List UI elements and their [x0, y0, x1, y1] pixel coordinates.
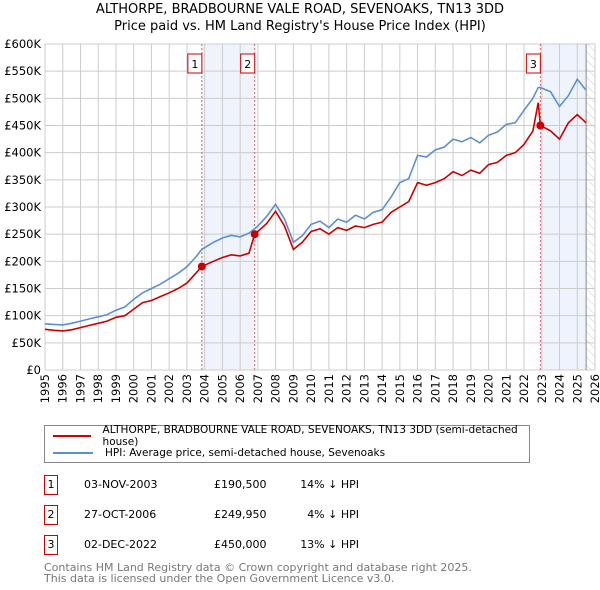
x-tick-label: 2019 — [464, 374, 478, 403]
y-tick-label: £150K — [4, 282, 41, 296]
sale-marker-badge: 3 — [44, 535, 58, 555]
x-tick-label: 2012 — [340, 374, 354, 403]
y-tick-label: £250K — [4, 227, 41, 241]
sale-point-3 — [536, 121, 545, 130]
x-tick-label: 1999 — [109, 374, 123, 403]
price-chart: £0 £50K £100K £150K £200K £250K £300K £350K £400… — [4, 37, 600, 403]
sale-row: 2 27-OCT-2006 £249,950 4% ↓ HPI — [44, 505, 444, 525]
sale-point-2 — [250, 230, 259, 239]
x-tick-label: 2008 — [269, 374, 283, 403]
legend-label-hpi: HPI: Average price, semi-detached house,… — [105, 447, 386, 459]
sale-label-3: 3 — [530, 58, 537, 71]
x-tick-label: 2016 — [411, 374, 425, 403]
hpi-line — [44, 77, 587, 326]
chart-title: ALTHORPE, BRADBOURNE VALE ROAD, SEVENOAK… — [95, 2, 505, 17]
sale-row: 3 02-DEC-2022 £450,000 13% ↓ HPI — [44, 535, 444, 555]
x-tick-label: 2025 — [570, 374, 584, 403]
sale-marker-badge: 2 — [44, 505, 58, 525]
y-tick-label: £450K — [4, 119, 41, 133]
sale-hpi-diff: 13% ↓ HPI — [300, 538, 359, 551]
y-tick-label: £200K — [4, 254, 41, 268]
sale-date: 27-OCT-2006 — [84, 508, 157, 521]
y-tick-label: £300K — [4, 200, 41, 214]
x-tick-label: 2023 — [535, 374, 549, 403]
x-tick-label: 2026 — [588, 374, 600, 403]
x-tick-label: 2020 — [482, 374, 496, 403]
legend-swatch-hpi — [53, 452, 93, 454]
x-tick-label: 2017 — [428, 374, 442, 403]
sale-row: 1 03-NOV-2003 £190,500 14% ↓ HPI — [44, 475, 444, 495]
y-tick-label: £600K — [4, 37, 41, 51]
x-tick-label: 2011 — [322, 374, 336, 403]
footer-copyright: Contains HM Land Registry data © Crown c… — [44, 561, 472, 574]
sale-price: £249,950 — [214, 508, 267, 521]
y-tick-label: £50K — [12, 336, 42, 350]
sale-date: 03-NOV-2003 — [84, 478, 158, 491]
legend-label-property: ALTHORPE, BRADBOURNE VALE ROAD, SEVENOAK… — [102, 424, 518, 448]
x-tick-label: 2013 — [357, 374, 371, 403]
x-tick-label: 2014 — [375, 374, 389, 403]
x-tick-label: 1997 — [73, 374, 87, 403]
property-price-line — [44, 102, 587, 332]
x-tick-label: 2006 — [233, 374, 247, 403]
y-tick-label: £400K — [4, 146, 41, 160]
sale-label-box-2 — [240, 53, 256, 74]
sale-hpi-diff: 4% ↓ HPI — [307, 508, 359, 521]
y-tick-label: £500K — [4, 91, 41, 105]
sale-label-2: 2 — [244, 58, 251, 71]
y-tick-label: £100K — [4, 309, 41, 323]
legend-swatch-property — [53, 435, 91, 437]
x-tick-label: 2001 — [144, 374, 158, 403]
x-tick-label: 2005 — [215, 374, 229, 403]
x-tick-label: 2000 — [127, 374, 141, 403]
footer-licence: This data is licensed under the Open Gov… — [44, 572, 395, 585]
x-tick-label: 2018 — [446, 374, 460, 403]
x-tick-label: 2004 — [198, 374, 212, 403]
x-tick-label: 2003 — [180, 374, 194, 403]
x-tick-label: 2015 — [393, 374, 407, 403]
sale-price: £450,000 — [214, 538, 267, 551]
x-tick-label: 2007 — [251, 374, 265, 403]
x-tick-label: 2010 — [304, 374, 318, 403]
chart-subtitle: Price paid vs. HM Land Registry's House … — [114, 19, 486, 34]
legend-item-property: ALTHORPE, BRADBOURNE VALE ROAD, SEVENOAK… — [53, 424, 529, 448]
sale-label-1: 1 — [191, 58, 198, 71]
sale-hpi-diff: 14% ↓ HPI — [300, 478, 359, 491]
x-tick-label: 2024 — [553, 374, 567, 403]
sale-label-box-3 — [525, 53, 541, 74]
x-tick-label: 2002 — [162, 374, 176, 403]
sale-price: £190,500 — [214, 478, 267, 491]
sale-date: 02-DEC-2022 — [84, 538, 158, 551]
x-tick-label: 1998 — [91, 374, 105, 403]
sale-label-box-1 — [187, 53, 203, 74]
y-tick-label: £0 — [26, 363, 41, 377]
sale-marker-badge: 1 — [44, 475, 58, 495]
legend-item-hpi: HPI: Average price, semi-detached house,… — [53, 445, 385, 461]
y-tick-label: £350K — [4, 173, 41, 187]
sale-point-1 — [197, 262, 206, 271]
x-tick-label: 1995 — [38, 374, 52, 403]
x-tick-label: 2009 — [286, 374, 300, 403]
y-tick-label: £550K — [4, 64, 41, 78]
x-tick-label: 1996 — [56, 374, 70, 403]
x-tick-label: 2022 — [517, 374, 531, 403]
x-tick-label: 2021 — [499, 374, 513, 403]
legend: ALTHORPE, BRADBOURNE VALE ROAD, SEVENOAK… — [44, 424, 530, 463]
